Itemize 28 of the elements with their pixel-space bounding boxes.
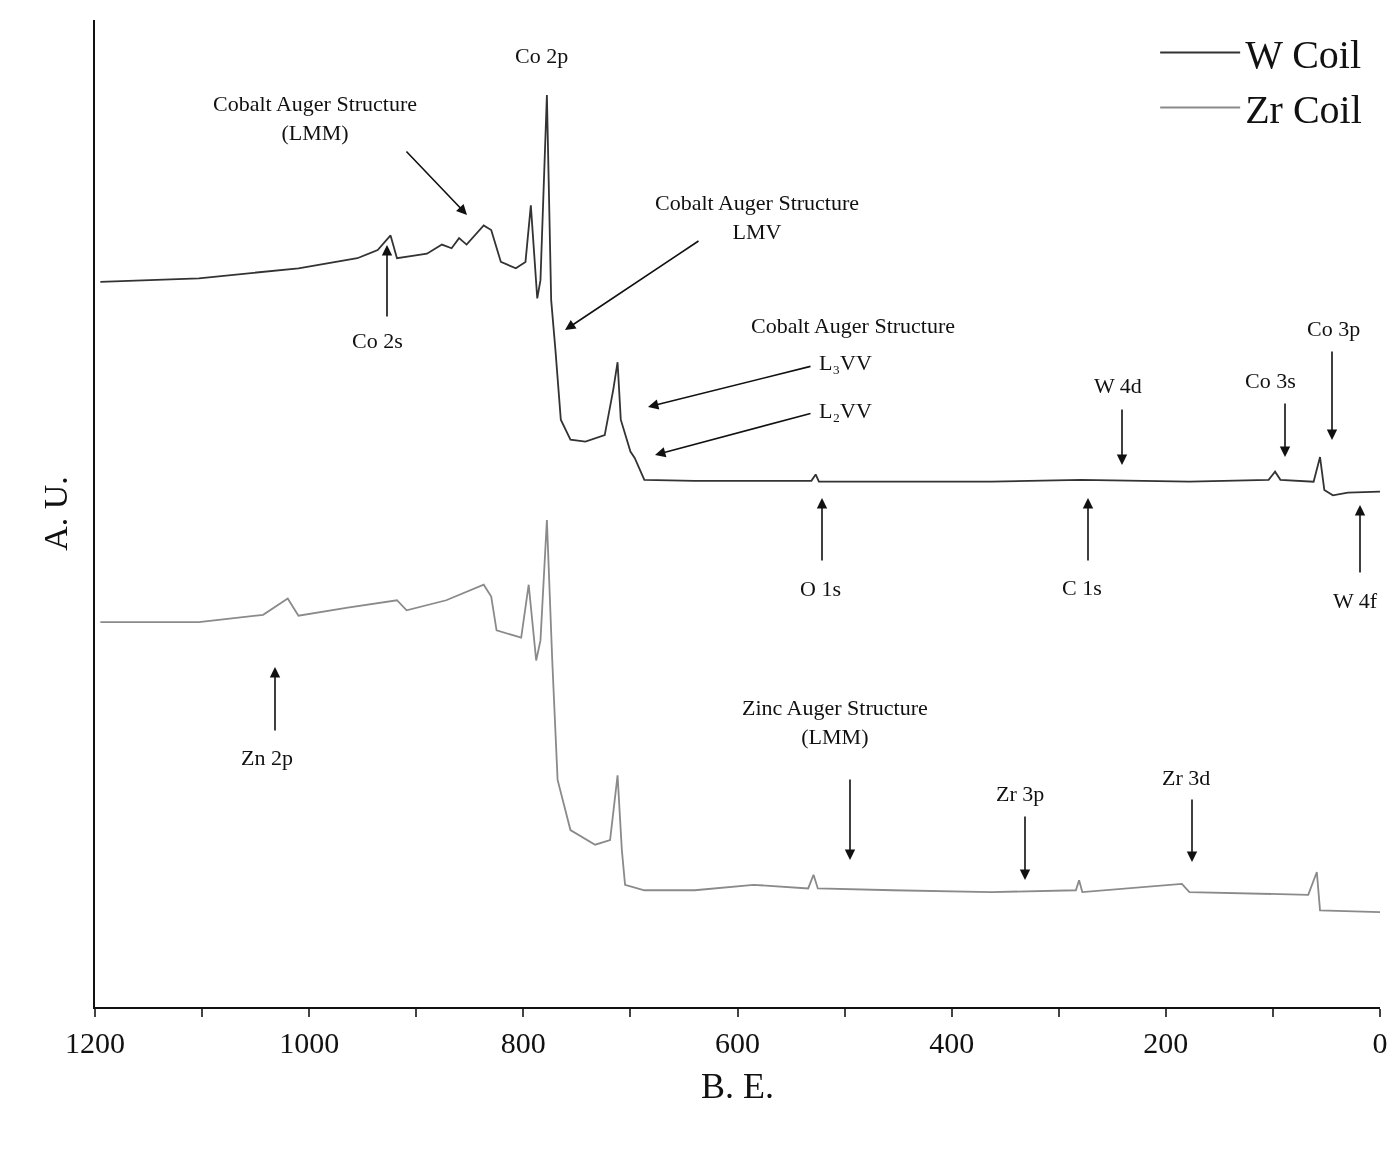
x-tick-label: 600: [715, 1026, 760, 1059]
x-tick-label: 800: [500, 1026, 546, 1059]
annotation: Co 3p: [1307, 316, 1361, 341]
annotation: O 1s: [800, 576, 841, 601]
x-tick-label: 0: [1372, 1026, 1388, 1059]
x-tick-label: 1000: [279, 1026, 340, 1059]
annotation: Zn 2p: [241, 745, 293, 770]
annotation: Zinc Auger Structure (LMM): [742, 695, 928, 749]
annotation: Co 3s: [1245, 368, 1296, 393]
y-axis-title: A. U.: [37, 476, 75, 551]
annotation: Cobalt Auger Structure LMV: [655, 190, 860, 244]
x-tick-label: 200: [1143, 1026, 1189, 1059]
annotation: Zr 3d: [1162, 765, 1211, 790]
annotation: L₂VV: [819, 398, 872, 423]
x-axis-title: B. E.: [700, 1066, 775, 1107]
annotation: Cobalt Auger Structure (LMM): [213, 91, 418, 145]
x-tick-label: 400: [929, 1026, 975, 1059]
annotation: W 4d: [1094, 373, 1142, 398]
annotation: Zr 3p: [996, 781, 1045, 806]
legend-label: W Coil: [1245, 32, 1362, 78]
annotation: L₃VV: [819, 350, 872, 375]
annotation: W 4f: [1333, 588, 1378, 613]
legend-label: Zr Coil: [1245, 87, 1362, 133]
annotation: Co 2s: [352, 328, 403, 353]
annotation: C 1s: [1062, 575, 1102, 600]
text: Co 2p: [515, 43, 569, 68]
annotation: Cobalt Auger Structure: [751, 313, 956, 338]
x-tick-label: 1200: [65, 1026, 125, 1059]
